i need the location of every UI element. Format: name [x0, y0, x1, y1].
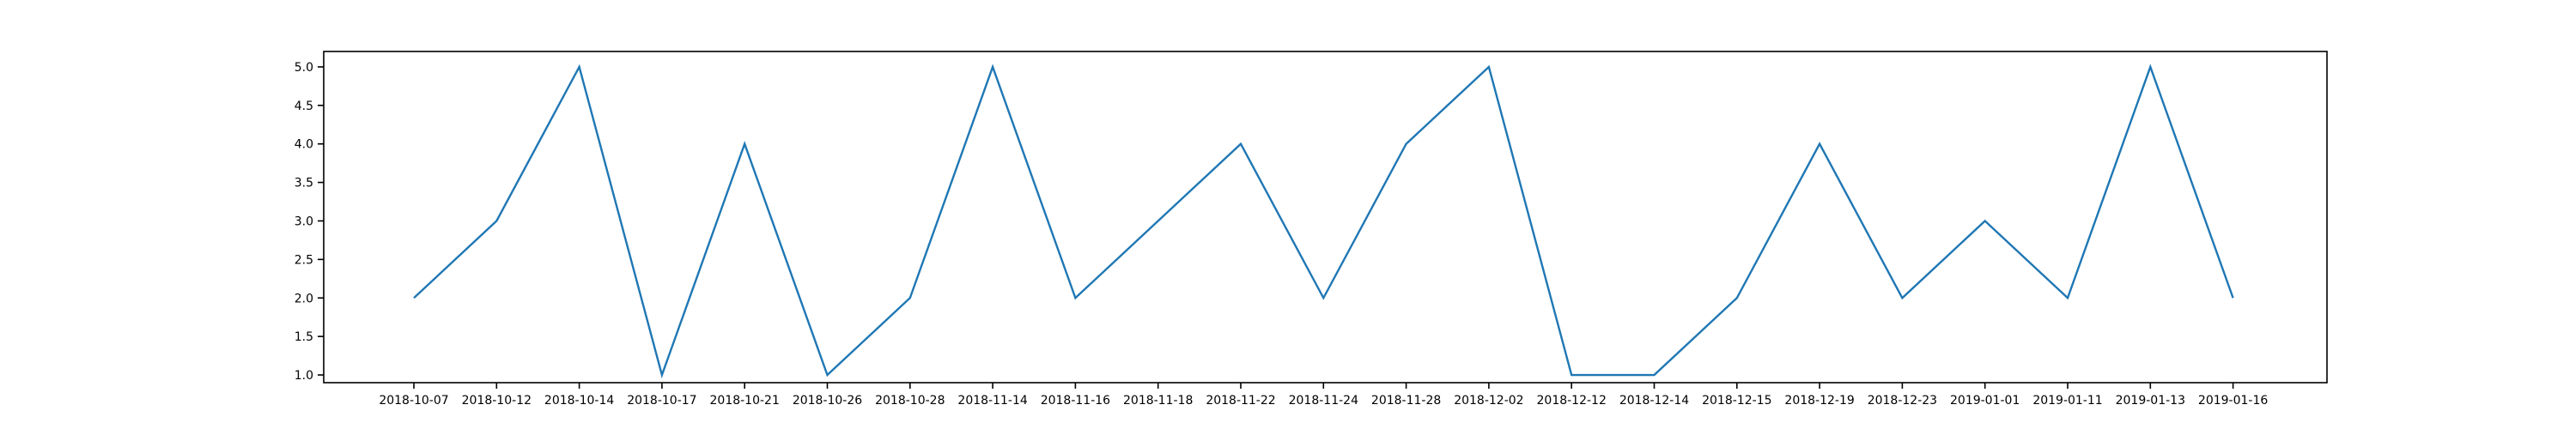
x-tick-label: 2019-01-13	[2116, 394, 2185, 408]
x-tick-label: 2018-12-15	[1702, 394, 1771, 408]
y-tick-label: 1.5	[295, 330, 313, 344]
x-tick-label: 2018-12-14	[1619, 394, 1689, 408]
x-tick-label: 2018-10-28	[875, 394, 945, 408]
x-tick-label: 2019-01-11	[2032, 394, 2102, 408]
x-tick-label: 2018-11-18	[1123, 394, 1193, 408]
x-tick-label: 2018-11-22	[1206, 394, 1275, 408]
x-axis: 2018-10-07 2018-10-12 2018-10-14 2018-10-17…	[379, 383, 2268, 408]
y-tick-label: 1.0	[295, 369, 313, 383]
x-tick-label: 2018-11-24	[1289, 394, 1358, 408]
x-tick-label: 2018-12-23	[1868, 394, 1937, 408]
y-tick-label: 4.5	[295, 100, 313, 113]
y-tick-label: 5.0	[295, 61, 313, 75]
series-line	[413, 63, 2234, 379]
y-tick-label: 3.5	[295, 177, 313, 190]
plot-area-frame	[323, 51, 2328, 384]
x-tick-label: 2018-10-21	[710, 394, 780, 408]
x-tick-label: 2018-10-26	[793, 394, 862, 408]
x-tick-label: 2018-12-12	[1537, 394, 1607, 408]
x-tick-label: 2019-01-01	[1950, 394, 2020, 408]
x-tick-label: 2018-11-14	[957, 394, 1027, 408]
x-tick-label: 2018-10-12	[462, 394, 532, 408]
x-tick-label: 2018-11-16	[1041, 394, 1110, 408]
series-layer	[413, 63, 2234, 379]
y-tick-label: 3.0	[295, 214, 313, 228]
y-axis: 1.0 1.5 2.0 2.5 3.0 3.5 4.0 4.5 5.0	[295, 61, 324, 383]
x-tick-label: 2018-11-28	[1371, 394, 1441, 408]
y-tick-label: 4.0	[295, 138, 313, 152]
y-tick-label: 2.0	[295, 292, 313, 305]
x-tick-label: 2018-10-17	[627, 394, 696, 408]
y-tick-label: 2.5	[295, 253, 313, 267]
x-tick-label: 2018-12-02	[1454, 394, 1523, 408]
x-tick-label: 2018-10-07	[379, 394, 448, 408]
x-tick-label: 2018-12-19	[1784, 394, 1854, 408]
x-tick-label: 2018-10-14	[544, 394, 614, 408]
x-tick-label: 2019-01-16	[2198, 394, 2268, 408]
